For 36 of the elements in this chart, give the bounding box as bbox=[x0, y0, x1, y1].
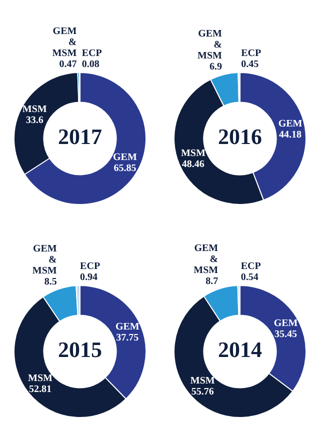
slice-label: GEM & MSM bbox=[194, 242, 219, 276]
text: 2014 bbox=[218, 337, 262, 362]
text: 2017 bbox=[58, 124, 102, 150]
data-label: 8.7 bbox=[206, 276, 218, 287]
data-label: 0.54 bbox=[240, 272, 258, 284]
data-label: 8.5 bbox=[44, 276, 57, 288]
slice-label: GEM & MSM bbox=[198, 28, 223, 62]
data-label: 35.45 bbox=[274, 328, 298, 340]
slice-label: MSM bbox=[180, 148, 206, 160]
data-label: 44.18 bbox=[279, 129, 302, 140]
text: 2016 bbox=[218, 124, 262, 150]
slice-label: ECP bbox=[240, 261, 261, 272]
data-label: 52.81 bbox=[29, 384, 52, 395]
slice-label: GEM & MSM bbox=[52, 26, 78, 60]
text: 2015 bbox=[58, 337, 102, 362]
data-label: 6.9 bbox=[209, 62, 222, 73]
data-label: 37.75 bbox=[116, 332, 139, 344]
data-label: 33.6 bbox=[26, 114, 44, 126]
slice-label: ECP bbox=[82, 48, 102, 60]
slice-label: MSM bbox=[190, 375, 216, 386]
slice-label: GEM & MSM bbox=[32, 243, 58, 276]
slice-label: MSM bbox=[28, 372, 54, 384]
slice-label: ECP bbox=[241, 48, 262, 60]
data-label: 65.85 bbox=[114, 163, 136, 174]
data-label: 48.46 bbox=[182, 159, 204, 170]
data-label: 55.76 bbox=[191, 386, 214, 398]
data-label: 0.94 bbox=[80, 272, 98, 284]
data-label: 0.45 bbox=[241, 59, 259, 70]
slice-label: ECP bbox=[80, 261, 100, 272]
slice-label: GEM bbox=[278, 118, 303, 130]
slice-label: MSM bbox=[22, 104, 48, 115]
slice-label: GEM bbox=[112, 152, 138, 164]
data-label: 0.47 bbox=[59, 59, 77, 70]
data-label: 0.08 bbox=[82, 59, 100, 70]
slice-label: GEM bbox=[115, 321, 140, 332]
slice-label: GEM bbox=[274, 318, 298, 329]
